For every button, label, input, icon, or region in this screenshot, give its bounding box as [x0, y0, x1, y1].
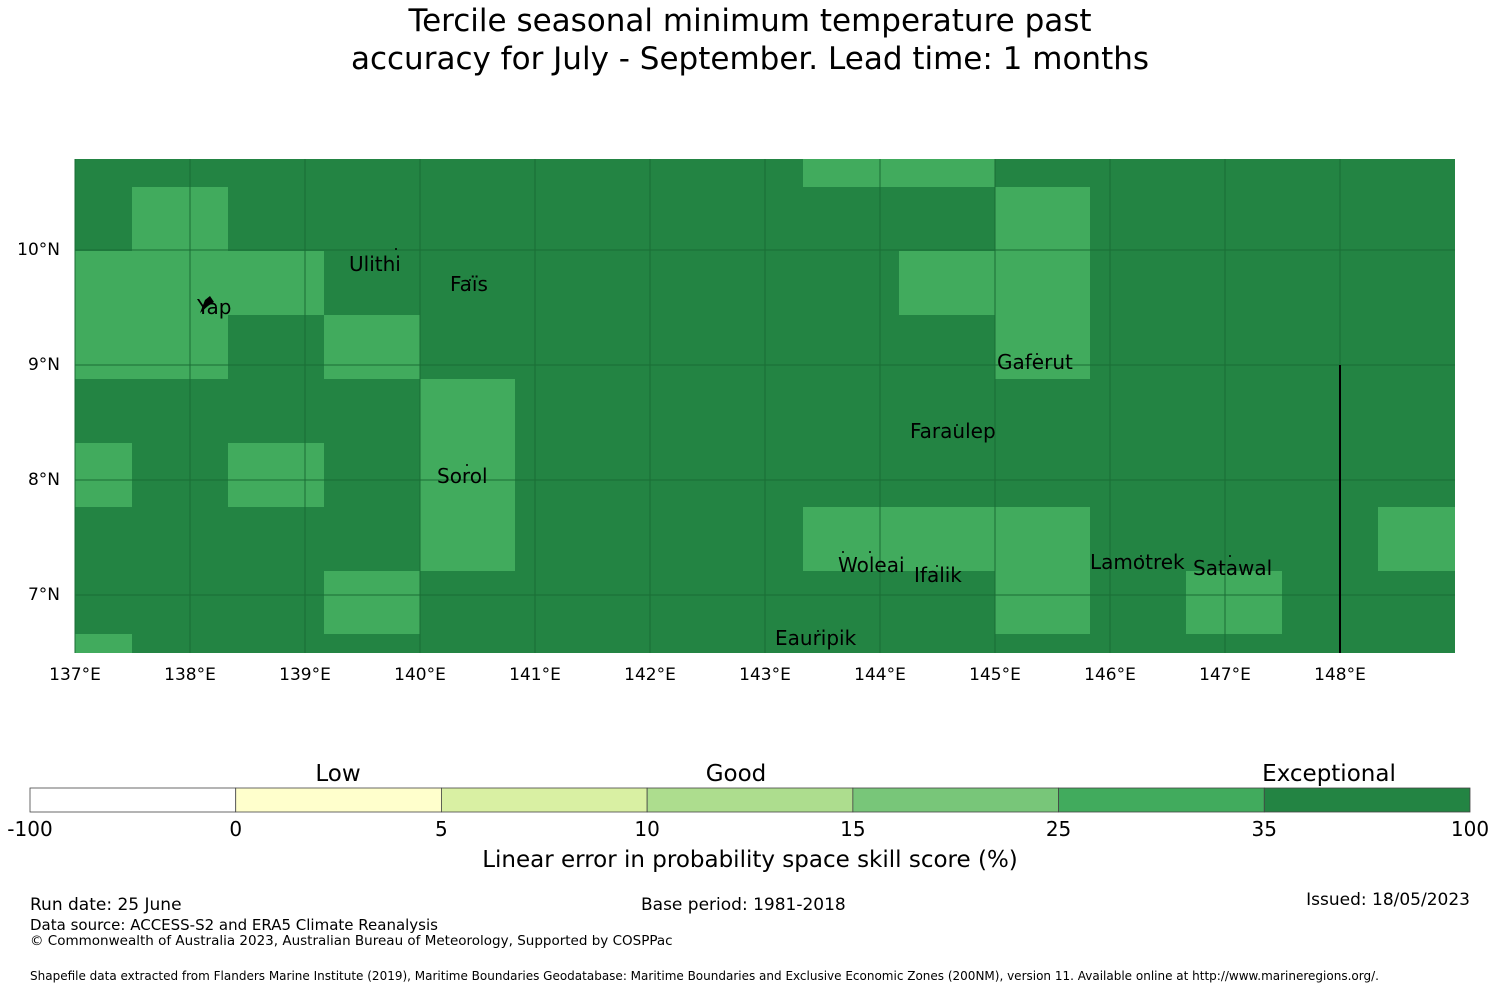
skill-cell	[1186, 571, 1282, 634]
skill-cell	[132, 187, 228, 251]
colorbar-category-label: Exceptional	[1262, 761, 1396, 787]
colorbar-tick-label: 100	[1450, 817, 1490, 841]
island-marker	[817, 630, 819, 632]
skill-cell	[228, 443, 324, 507]
skill-cell	[324, 571, 420, 634]
colorbar-tick-label: 35	[1251, 817, 1278, 841]
title-line-2: accuracy for July - September. Lead time…	[350, 41, 1150, 77]
place-label-ifalik: Ifalik	[914, 563, 962, 587]
island-marker	[395, 248, 397, 250]
island-marker	[466, 464, 468, 466]
skill-cell	[995, 187, 1090, 379]
place-label-woleai: Woleai	[838, 553, 905, 577]
lat-tick-label: 7°N	[27, 585, 60, 605]
lon-tick-label: 137°E	[49, 665, 101, 685]
lat-tick-label: 10°N	[17, 240, 60, 260]
title-line-1: Tercile seasonal minimum temperature pas…	[408, 3, 1092, 39]
colorbar-segment	[29, 787, 237, 813]
skill-cell	[803, 507, 1090, 571]
lon-tick-label: 143°E	[739, 665, 791, 685]
lon-tick-label: 140°E	[394, 665, 446, 685]
skill-cell	[899, 251, 995, 315]
skill-cell	[420, 379, 515, 571]
place-label-yap: Yap	[196, 295, 231, 319]
island-marker	[842, 551, 844, 553]
colorbar-category-label: Good	[705, 761, 767, 787]
colorbar-segment	[852, 787, 1059, 813]
island-marker	[1140, 555, 1142, 557]
island-marker	[1229, 555, 1231, 557]
island-marker	[956, 424, 958, 426]
run-date: Run date: 25 June	[30, 895, 182, 915]
island-markers	[200, 248, 1231, 632]
skill-cell	[1378, 507, 1455, 571]
island-marker	[469, 279, 471, 281]
lon-tick-label: 141°E	[509, 665, 561, 685]
island-marker	[1036, 353, 1038, 355]
issued-date: Issued: 18/05/2023	[1306, 890, 1470, 910]
place-label-lamotrek: Lamotrek	[1090, 550, 1185, 574]
lon-tick-label: 144°E	[854, 665, 906, 685]
lon-tick-label: 142°E	[624, 665, 676, 685]
colorbar-segment	[1263, 787, 1471, 813]
yap-island-shape	[200, 296, 214, 313]
skill-map: Ulithi Faïs Yap Gaferut Faraulep Sorol Woleai I…	[74, 159, 1455, 653]
colorbar-tick-label: -100	[7, 817, 53, 841]
skill-cell	[75, 634, 132, 653]
lon-tick-label: 138°E	[164, 665, 216, 685]
skill-cell	[75, 251, 324, 315]
colorbar-category-label: Low	[315, 761, 361, 787]
shapefile-credit: Shapefile data extracted from Flanders M…	[30, 969, 1379, 983]
island-marker	[936, 565, 938, 567]
place-label-eauripik: Eauripik	[775, 626, 857, 650]
copyright: © Commonwealth of Australia 2023, Austra…	[30, 933, 673, 949]
skill-cell	[803, 159, 995, 187]
colorbar-segment	[235, 787, 442, 813]
lat-tick-label: 8°N	[27, 470, 60, 490]
colorbar-segment	[1058, 787, 1265, 813]
lon-tick-label: 139°E	[279, 665, 331, 685]
colorbar-tick-label: 10	[634, 817, 660, 841]
place-label-gaferut: Gaferut	[997, 350, 1073, 374]
colorbar	[29, 787, 1471, 813]
place-label-ulithi: Ulithi	[349, 252, 401, 276]
colorbar-segment	[646, 787, 854, 813]
skill-cell	[75, 443, 132, 507]
base-period: Base period: 1981-2018	[641, 895, 846, 915]
colorbar-segment	[441, 787, 648, 813]
lon-tick-label: 145°E	[969, 665, 1021, 685]
lon-tick-label: 148°E	[1314, 665, 1366, 685]
place-labels: Ulithi Faïs Yap Gaferut Faraulep Sorol Woleai I…	[196, 252, 1272, 650]
place-label-sorol: Sorol	[437, 464, 488, 488]
island-marker	[869, 551, 871, 553]
skill-cell	[995, 571, 1090, 634]
colorbar-tick-label: 0	[229, 817, 243, 841]
colorbar-tick-label: 25	[1045, 817, 1072, 841]
chart-title: Tercile seasonal minimum temperature pas…	[0, 2, 1500, 78]
colorbar-label: Linear error in probability space skill …	[482, 847, 1018, 873]
data-source: Data source: ACCESS-S2 and ERA5 Climate …	[30, 916, 438, 934]
lon-tick-label: 147°E	[1199, 665, 1251, 685]
place-label-faïs: Faïs	[450, 272, 488, 296]
place-label-satawal: Satawal	[1193, 556, 1272, 580]
place-label-faraulep: Faraulep	[910, 419, 996, 443]
skill-cell	[75, 315, 228, 379]
lon-tick-label: 146°E	[1084, 665, 1136, 685]
lat-tick-label: 9°N	[27, 355, 60, 375]
skill-cell	[324, 315, 420, 379]
colorbar-tick-label: 5	[435, 817, 448, 841]
map-gridlines	[74, 159, 1455, 653]
colorbar-tick-label: 15	[840, 817, 866, 841]
